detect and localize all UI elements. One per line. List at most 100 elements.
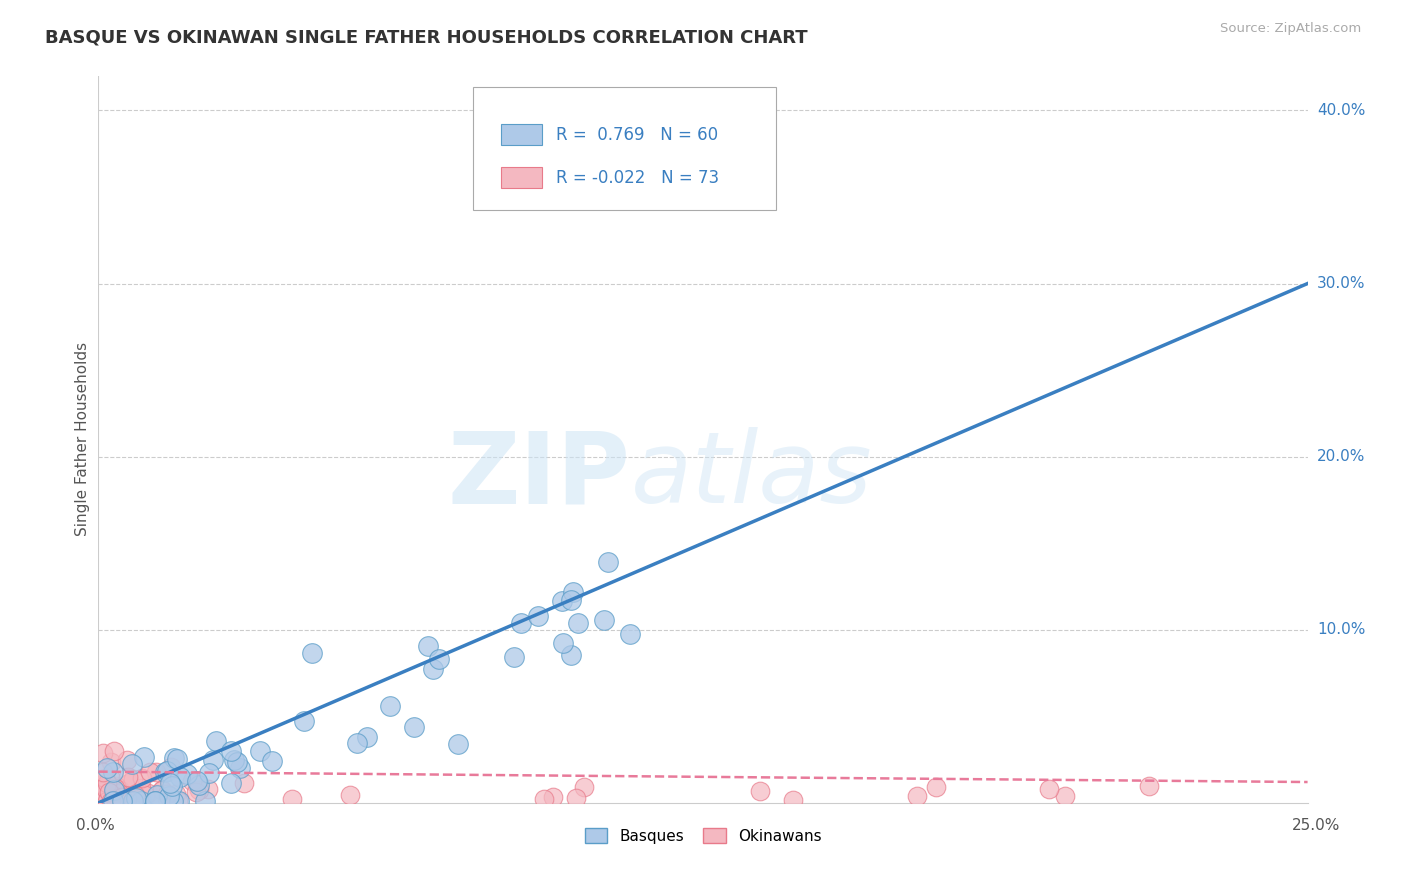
Text: 30.0%: 30.0% xyxy=(1317,276,1365,291)
Point xyxy=(167,794,190,808)
Point xyxy=(136,786,159,800)
Text: BASQUE VS OKINAWAN SINGLE FATHER HOUSEHOLDS CORRELATION CHART: BASQUE VS OKINAWAN SINGLE FATHER HOUSEHO… xyxy=(45,29,807,46)
Point xyxy=(91,777,114,791)
Point xyxy=(121,757,143,772)
Point xyxy=(187,778,209,792)
Point xyxy=(510,616,533,631)
Point xyxy=(97,784,120,798)
Point xyxy=(527,609,550,624)
Point xyxy=(249,744,271,758)
Point xyxy=(560,648,582,662)
Point xyxy=(124,791,146,805)
FancyBboxPatch shape xyxy=(474,87,776,211)
Point xyxy=(533,792,555,806)
Point xyxy=(124,788,146,802)
Point xyxy=(561,585,583,599)
Point xyxy=(108,783,131,797)
Text: ZIP: ZIP xyxy=(447,427,630,524)
Point xyxy=(105,790,128,805)
Point xyxy=(567,616,589,631)
Point xyxy=(339,788,361,802)
Point xyxy=(229,761,252,775)
Point xyxy=(91,746,114,760)
Point xyxy=(184,785,207,799)
Point xyxy=(93,794,115,808)
Point xyxy=(100,756,122,770)
Point xyxy=(143,794,166,808)
Point xyxy=(564,791,586,805)
Point xyxy=(129,781,152,796)
Point xyxy=(260,755,283,769)
Point xyxy=(551,593,574,607)
Point xyxy=(592,613,614,627)
Text: 40.0%: 40.0% xyxy=(1317,103,1365,118)
Point xyxy=(574,780,596,794)
Point xyxy=(100,782,122,797)
Point xyxy=(619,627,641,641)
Point xyxy=(188,783,211,797)
Point xyxy=(111,794,134,808)
Point xyxy=(197,766,219,780)
Point xyxy=(100,794,122,808)
Point xyxy=(129,794,152,808)
Point xyxy=(91,780,114,794)
Point xyxy=(156,764,179,779)
Point xyxy=(205,734,228,748)
Point xyxy=(103,794,125,808)
Point xyxy=(91,784,114,798)
Point xyxy=(346,736,368,750)
Point xyxy=(94,794,117,808)
Point xyxy=(155,788,177,802)
Point xyxy=(503,650,526,665)
Point xyxy=(165,787,187,801)
Point xyxy=(541,790,564,805)
Point xyxy=(101,789,124,803)
Point xyxy=(91,764,114,779)
Point xyxy=(281,791,304,805)
Point xyxy=(117,770,139,784)
Point xyxy=(115,753,138,767)
Point xyxy=(225,755,247,769)
Text: 10.0%: 10.0% xyxy=(1317,623,1365,637)
Point xyxy=(292,714,315,728)
Legend: Basques, Okinawans: Basques, Okinawans xyxy=(578,822,828,850)
Point xyxy=(219,744,242,758)
Point xyxy=(598,555,620,569)
Point xyxy=(96,794,118,808)
Point xyxy=(103,783,125,797)
Point xyxy=(91,780,114,795)
FancyBboxPatch shape xyxy=(501,124,541,145)
Point xyxy=(925,780,948,795)
Point xyxy=(91,790,114,805)
Point xyxy=(94,771,117,785)
Point xyxy=(91,791,114,805)
Point xyxy=(162,794,184,808)
Point xyxy=(145,788,167,802)
Point xyxy=(100,772,122,787)
Point xyxy=(658,186,681,201)
Point xyxy=(150,783,173,797)
Point xyxy=(145,764,167,779)
Point xyxy=(132,749,155,764)
Point xyxy=(159,776,181,790)
Point xyxy=(118,776,141,790)
Point xyxy=(416,639,439,653)
Point xyxy=(93,792,115,806)
Point xyxy=(93,794,115,808)
Point xyxy=(560,593,582,607)
Point xyxy=(1038,781,1060,796)
FancyBboxPatch shape xyxy=(501,168,541,188)
Text: R = -0.022   N = 73: R = -0.022 N = 73 xyxy=(557,169,720,186)
Point xyxy=(356,730,378,744)
Point xyxy=(219,776,242,790)
Point xyxy=(104,791,127,805)
Point xyxy=(122,772,145,786)
Point xyxy=(748,784,770,798)
Point xyxy=(553,636,575,650)
Text: 20.0%: 20.0% xyxy=(1317,449,1365,464)
Point xyxy=(145,794,167,808)
Point xyxy=(169,770,191,784)
Point xyxy=(96,762,118,776)
Point xyxy=(101,764,124,779)
Point xyxy=(153,764,176,779)
